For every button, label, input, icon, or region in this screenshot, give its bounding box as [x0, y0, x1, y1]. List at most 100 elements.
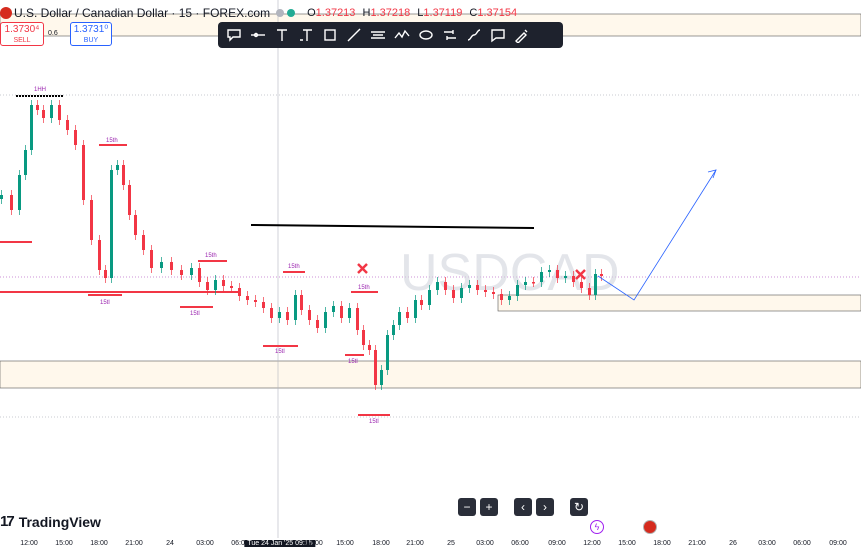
scroll-right-button[interactable]: ›: [536, 498, 554, 516]
candle-body: [50, 105, 53, 118]
ellipse-icon[interactable]: [414, 25, 438, 45]
label-15th: 15th: [205, 253, 217, 259]
candle-body: [66, 120, 69, 130]
label-15tl: 15tl: [275, 349, 285, 355]
zone-bottom: [0, 360, 861, 389]
candle-body: [222, 280, 225, 286]
candle-body: [134, 215, 137, 235]
candle-body: [414, 300, 417, 318]
candle-body: [428, 290, 431, 305]
candle-body: [420, 300, 423, 305]
channel-icon[interactable]: [366, 25, 390, 45]
candle-body: [308, 310, 311, 320]
us-flag-icon[interactable]: [643, 520, 657, 534]
brush-icon[interactable]: [438, 25, 462, 45]
time-axis-label: 25: [447, 540, 455, 547]
horizontal-ray-icon[interactable]: [246, 25, 270, 45]
candle-body: [74, 130, 77, 145]
candle-body: [238, 288, 241, 296]
label-15tl: 15tl: [100, 300, 110, 306]
candle-body: [476, 285, 479, 290]
time-axis-label: 09:00: [829, 540, 847, 547]
candle-body: [362, 330, 365, 345]
candle-body: [150, 250, 153, 268]
time-axis-label: 09:00: [548, 540, 566, 547]
candle-body: [548, 270, 551, 272]
candle-body: [42, 110, 45, 118]
curve-icon[interactable]: [462, 25, 486, 45]
candle-body: [406, 312, 409, 318]
time-axis-label: 03:00: [476, 540, 494, 547]
time-axis-label: 03:00: [196, 540, 214, 547]
eye-icon[interactable]: [276, 9, 285, 17]
time-axis-label: 24: [166, 540, 174, 547]
candlestick-series: [0, 100, 603, 390]
candle-body: [572, 276, 575, 282]
candle-body: [180, 270, 183, 275]
tradingview-mark-icon: 17: [0, 513, 15, 530]
candle-body: [340, 306, 343, 318]
sell-button[interactable]: 1.3730⁴ SELL: [0, 22, 44, 46]
label-15th: 15th: [106, 138, 118, 144]
candle-body: [98, 240, 101, 270]
zoom-in-button[interactable]: +: [480, 498, 498, 516]
trend-line-icon[interactable]: [342, 25, 366, 45]
projection-arrowhead: [707, 169, 717, 179]
reset-chart-button[interactable]: ↻: [570, 498, 588, 516]
time-axis-label: 18:00: [372, 540, 390, 547]
time-axis-label: 21:00: [688, 540, 706, 547]
candle-body: [316, 320, 319, 328]
candle-body: [122, 165, 125, 185]
time-axis-label: 15:00: [618, 540, 636, 547]
candle-body: [190, 268, 193, 275]
red-levels: [0, 144, 390, 416]
candle-body: [58, 105, 61, 120]
candle-body: [588, 288, 591, 295]
drawing-toolbar: [218, 22, 563, 48]
candle-body: [524, 282, 527, 285]
label-15th: 15th: [288, 264, 300, 270]
candle-body: [508, 296, 511, 300]
candle-body: [392, 325, 395, 335]
path-icon[interactable]: [390, 25, 414, 45]
candle-body: [286, 312, 289, 320]
buy-button[interactable]: 1.3731⁰ BUY: [70, 22, 112, 46]
candle-body: [452, 290, 455, 298]
comment-icon[interactable]: [486, 25, 510, 45]
spread-value: 0.6: [48, 30, 58, 37]
logo-text: TradingView: [18, 513, 101, 530]
time-axis-label: 12:00: [305, 540, 323, 547]
candle-body: [594, 274, 597, 295]
rectangle-icon[interactable]: [318, 25, 342, 45]
time-axis[interactable]: 12:00 15:00 18:00 21:00 24 03:00 06:00 Tue 24 J…: [0, 538, 861, 549]
pen-icon[interactable]: [510, 25, 534, 45]
zoom-out-button[interactable]: −: [458, 498, 476, 516]
candle-body: [484, 290, 487, 292]
label-15tl: 15tl: [348, 359, 358, 365]
callout-icon[interactable]: [222, 25, 246, 45]
candle-body: [516, 285, 519, 296]
label-1hh: 1HH: [34, 87, 46, 93]
sell-price: 1.3730⁴: [4, 24, 40, 35]
scroll-left-button[interactable]: ‹: [514, 498, 532, 516]
lightning-icon[interactable]: ϟ: [590, 520, 604, 534]
candle-body: [230, 286, 233, 288]
tradingview-logo[interactable]: 17 TradingView: [0, 513, 101, 530]
candle-body: [24, 150, 27, 175]
candle-body: [564, 276, 567, 278]
chart-navigation: − + ‹ › ↻: [458, 498, 588, 516]
anchored-text-icon[interactable]: [294, 25, 318, 45]
candle-body: [380, 370, 383, 385]
key-trendline: [250, 224, 535, 229]
symbol-title[interactable]: U.S. Dollar / Canadian Dollar · 15 · FOR…: [14, 6, 271, 20]
time-axis-label: 21:00: [406, 540, 424, 547]
candle-body: [0, 195, 3, 199]
time-axis-label: 18:00: [90, 540, 108, 547]
candle-body: [556, 270, 559, 278]
text-icon[interactable]: [270, 25, 294, 45]
time-axis-label: 06:00: [231, 540, 249, 547]
candle-body: [300, 295, 303, 310]
candle-body: [386, 335, 389, 370]
candle-body: [294, 295, 297, 320]
